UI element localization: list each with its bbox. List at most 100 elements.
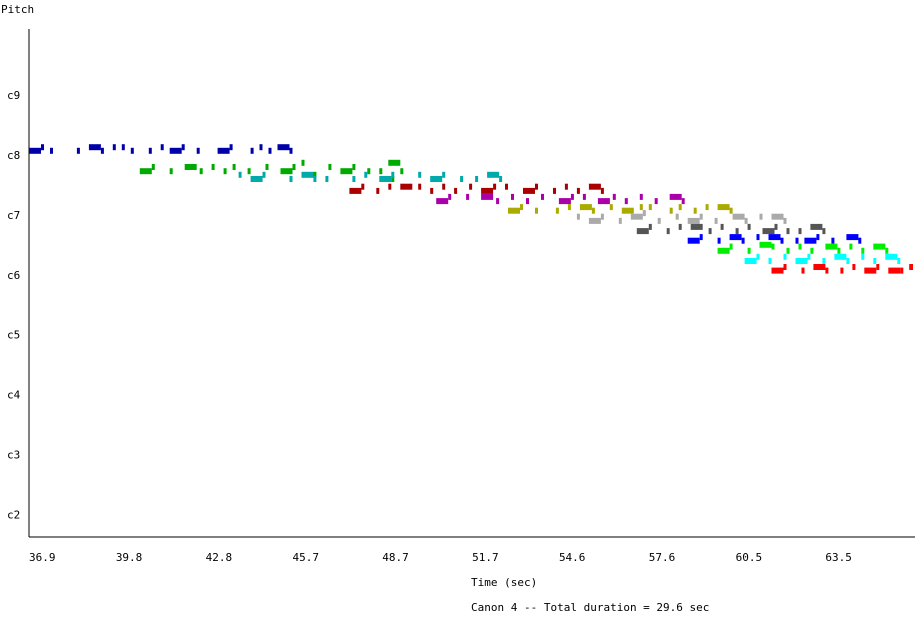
note-mark (466, 193, 470, 200)
note-mark (705, 204, 709, 211)
note-mark (768, 258, 772, 264)
x-tick-label: 54.6 (559, 551, 586, 564)
note-marks (29, 144, 913, 274)
note-mark (364, 171, 368, 178)
note-mark (783, 264, 787, 270)
note-mark (112, 144, 116, 151)
note-mark (289, 176, 293, 182)
note-mark (454, 187, 458, 194)
note-mark (810, 223, 823, 230)
note-mark (654, 198, 658, 205)
note-mark (846, 234, 859, 241)
note-mark (816, 234, 820, 241)
y-tick-label: c4 (7, 389, 21, 402)
note-mark (798, 243, 802, 250)
note-mark (825, 243, 838, 250)
note-mark (639, 193, 643, 200)
note-mark (418, 171, 422, 178)
note-mark (666, 228, 670, 235)
note-mark (148, 147, 152, 154)
note-mark (352, 176, 356, 182)
note-mark (678, 223, 682, 230)
note-mark (642, 210, 646, 217)
note-mark (747, 223, 751, 230)
note-mark (430, 176, 443, 182)
note-mark (469, 183, 473, 190)
note-mark (768, 234, 781, 241)
note-mark (780, 237, 784, 244)
note-mark (292, 164, 296, 170)
note-mark (669, 207, 673, 214)
note-mark (475, 176, 479, 182)
note-mark (481, 193, 494, 200)
note-mark (217, 147, 230, 154)
note-mark (759, 213, 763, 220)
note-mark (888, 267, 901, 274)
x-tick-label: 63.5 (825, 551, 852, 564)
note-mark (250, 147, 254, 154)
note-mark (511, 193, 514, 200)
note-mark (822, 228, 826, 235)
note-mark (535, 207, 538, 214)
note-mark (636, 228, 649, 235)
note-mark (591, 207, 595, 214)
note-mark (612, 193, 616, 200)
note-mark (250, 176, 263, 182)
x-tick-label: 39.8 (116, 551, 142, 564)
note-mark (588, 183, 601, 190)
note-mark (508, 207, 520, 214)
note-mark (687, 217, 700, 224)
note-mark (864, 267, 877, 274)
note-mark (858, 237, 862, 244)
note-mark (762, 228, 775, 235)
note-mark (520, 204, 523, 211)
note-mark (268, 147, 272, 154)
note-mark (783, 253, 787, 260)
note-mark (430, 187, 434, 194)
note-mark (576, 213, 580, 220)
note-mark (759, 241, 772, 248)
note-mark (340, 168, 353, 175)
note-mark (169, 168, 173, 175)
note-mark (786, 247, 790, 254)
note-mark (681, 198, 685, 205)
note-mark (774, 223, 778, 230)
note-mark (834, 253, 847, 260)
note-mark (831, 237, 835, 244)
note-mark (160, 144, 164, 151)
note-mark (732, 213, 745, 220)
note-mark (505, 183, 508, 190)
y-tick-label: c7 (7, 209, 20, 222)
note-mark (771, 213, 784, 220)
note-mark (807, 253, 811, 260)
note-mark (810, 247, 814, 254)
note-mark (717, 237, 721, 244)
note-mark (487, 171, 500, 178)
note-mark (630, 213, 643, 220)
note-mark (349, 187, 362, 194)
note-mark (735, 228, 739, 235)
note-mark (849, 243, 853, 250)
note-mark (553, 187, 556, 194)
note-mark (717, 247, 730, 254)
note-mark (618, 217, 622, 224)
x-tick-label: 51.7 (472, 551, 499, 564)
note-mark (795, 237, 799, 244)
note-mark (400, 183, 413, 190)
note-mark (639, 204, 643, 211)
note-mark (840, 267, 844, 274)
note-mark (771, 267, 784, 274)
x-tick-label: 45.7 (292, 551, 319, 564)
note-mark (238, 171, 242, 178)
note-mark (313, 176, 317, 182)
note-mark (690, 223, 703, 230)
note-mark (184, 164, 197, 170)
note-mark (400, 168, 404, 175)
note-mark (576, 187, 580, 194)
note-mark (88, 144, 101, 151)
note-mark (885, 247, 889, 254)
note-mark (801, 267, 805, 274)
note-mark (199, 168, 203, 175)
note-mark (391, 171, 395, 178)
